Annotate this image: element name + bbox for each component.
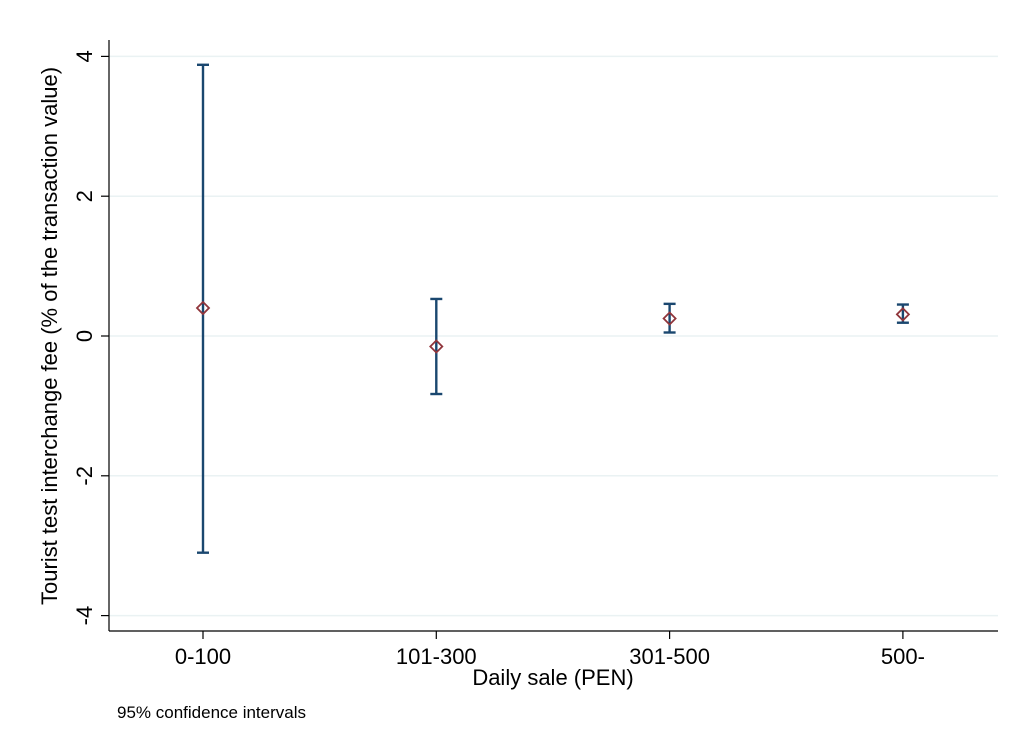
- x-tick-label: 101-300: [396, 644, 477, 669]
- gridlines: [109, 55, 998, 617]
- y-tick-label: -4: [72, 606, 97, 626]
- y-tick-label: 0: [72, 330, 97, 342]
- x-tick-label: 500-: [881, 644, 925, 669]
- y-tick-label: 4: [72, 50, 97, 62]
- x-ticks: 0-100 101-300 301-500 500-: [175, 631, 925, 669]
- x-tick-label: 0-100: [175, 644, 231, 669]
- y-tick-label: -2: [72, 466, 97, 486]
- point-estimates: [195, 300, 911, 354]
- estimate-marker: [895, 307, 911, 322]
- y-tick-label: 2: [72, 190, 97, 202]
- chart-note: 95% confidence intervals: [117, 703, 306, 722]
- x-axis-title: Daily sale (PEN): [472, 665, 633, 690]
- y-axis-title: Tourist test interchange fee (% of the t…: [37, 67, 62, 605]
- y-ticks: -4 -2 0 2 4: [72, 50, 109, 625]
- estimate-marker: [195, 300, 211, 316]
- x-tick-label: 301-500: [629, 644, 710, 669]
- estimate-marker: [662, 311, 677, 326]
- estimate-marker: [429, 339, 444, 354]
